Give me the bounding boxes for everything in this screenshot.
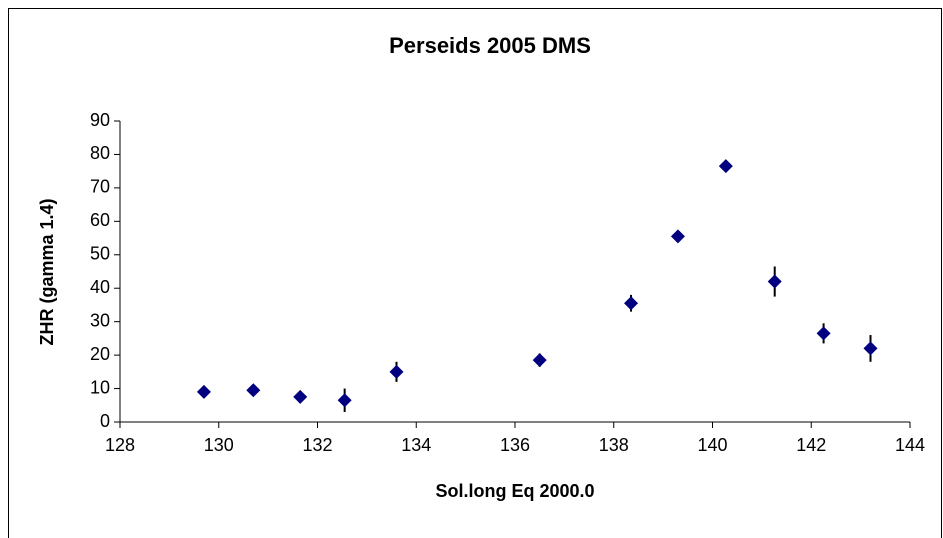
x-tick-label: 130 bbox=[204, 435, 234, 455]
x-tick-label: 140 bbox=[697, 435, 727, 455]
chart-frame bbox=[8, 8, 942, 538]
x-tick-label: 132 bbox=[302, 435, 332, 455]
x-tick-label: 142 bbox=[796, 435, 826, 455]
x-tick-label: 134 bbox=[401, 435, 431, 455]
y-tick-label: 90 bbox=[90, 110, 110, 130]
y-axis-label: ZHR (gamma 1.4) bbox=[37, 198, 57, 345]
y-tick-label: 60 bbox=[90, 210, 110, 230]
point bbox=[532, 353, 547, 368]
x-tick-label: 136 bbox=[500, 435, 530, 455]
point bbox=[389, 364, 404, 379]
y-tick-label: 10 bbox=[90, 377, 110, 397]
point bbox=[246, 383, 261, 398]
y-tick-label: 0 bbox=[100, 411, 110, 431]
y-tick-label: 50 bbox=[90, 244, 110, 264]
y-tick-label: 40 bbox=[90, 277, 110, 297]
y-tick-label: 30 bbox=[90, 310, 110, 330]
point bbox=[718, 159, 733, 174]
chart-title: Perseids 2005 DMS bbox=[389, 33, 591, 58]
point bbox=[767, 274, 782, 289]
x-tick-label: 144 bbox=[895, 435, 925, 455]
point bbox=[196, 384, 211, 399]
y-tick-label: 20 bbox=[90, 344, 110, 364]
point bbox=[293, 389, 308, 404]
point bbox=[816, 326, 831, 341]
x-tick-label: 138 bbox=[599, 435, 629, 455]
x-tick-label: 128 bbox=[105, 435, 135, 455]
point bbox=[670, 229, 685, 244]
point bbox=[624, 296, 639, 311]
point bbox=[337, 393, 352, 408]
x-axis-label: Sol.long Eq 2000.0 bbox=[435, 481, 594, 501]
y-tick-label: 80 bbox=[90, 143, 110, 163]
y-tick-label: 70 bbox=[90, 177, 110, 197]
point bbox=[863, 341, 878, 356]
